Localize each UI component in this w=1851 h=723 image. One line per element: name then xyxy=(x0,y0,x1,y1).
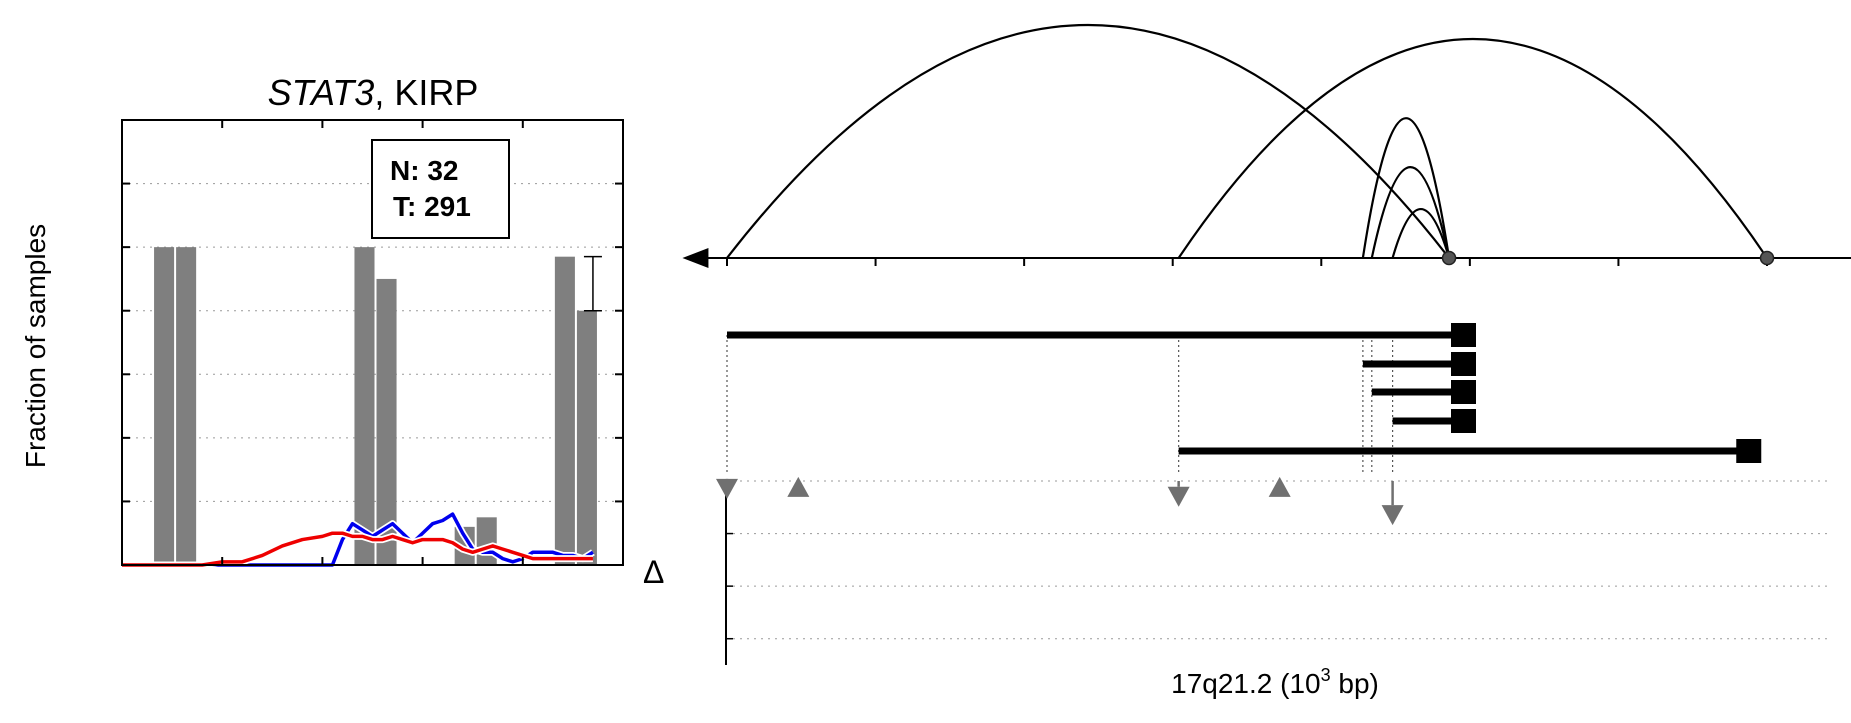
delta-triangle-down xyxy=(1167,486,1190,507)
arc-node xyxy=(1759,250,1775,266)
arc-links xyxy=(726,24,1768,259)
plot-frame xyxy=(121,119,624,566)
chart-title: STAT3, KIRP xyxy=(268,72,479,113)
arc-link xyxy=(1177,37,1768,259)
bar xyxy=(376,278,397,565)
x-axis-label: 17q21.2 (103 bp) xyxy=(1171,665,1379,699)
delta-triangle-down xyxy=(1381,505,1404,526)
segment-end-block xyxy=(1451,352,1476,376)
segment-end-block xyxy=(1736,439,1762,463)
bar xyxy=(176,247,197,565)
chart-title-cancer: , KIRP xyxy=(374,72,478,113)
arc-node xyxy=(1441,250,1457,266)
arc-link xyxy=(1391,208,1451,259)
genomic-axis xyxy=(682,248,1851,268)
bar xyxy=(554,256,575,565)
segment-end-block xyxy=(1451,380,1476,404)
delta-triangle-up xyxy=(1268,476,1291,497)
segment-end-block xyxy=(1451,409,1476,433)
arc-link xyxy=(1370,166,1451,259)
legend-normal-count: N: 32 xyxy=(390,155,458,186)
chart-title-gene: STAT3 xyxy=(268,72,375,113)
delta-triangle-down xyxy=(716,478,738,499)
bar xyxy=(576,310,597,565)
left-delta-marker xyxy=(583,255,602,312)
bar xyxy=(354,247,375,565)
left-bars xyxy=(154,247,597,565)
series-line-tumor xyxy=(122,531,593,567)
bar xyxy=(476,517,497,565)
segment-end-block xyxy=(1451,323,1476,347)
left-bar-chart: STAT3, KIRP Fraction of samples N: 32 T:… xyxy=(20,72,624,569)
bar xyxy=(454,526,475,565)
segment-bars xyxy=(727,323,1762,463)
delta-axis-label: Δ xyxy=(643,554,664,590)
delta-panel xyxy=(716,476,1830,665)
bar xyxy=(154,247,175,565)
left-axis-ticks xyxy=(121,119,624,566)
arc-link xyxy=(726,24,1450,259)
y-axis-label: Fraction of samples xyxy=(20,224,51,468)
legend-tumor-count: T: 291 xyxy=(393,191,471,222)
axis-arrow xyxy=(682,248,709,268)
legend-box: N: 32 T: 291 xyxy=(371,139,510,239)
delta-triangle-up xyxy=(787,476,810,497)
right-genomic-diagram: 17q21.2 (103 bp) Δ xyxy=(643,24,1851,699)
arc-link xyxy=(1361,117,1451,259)
